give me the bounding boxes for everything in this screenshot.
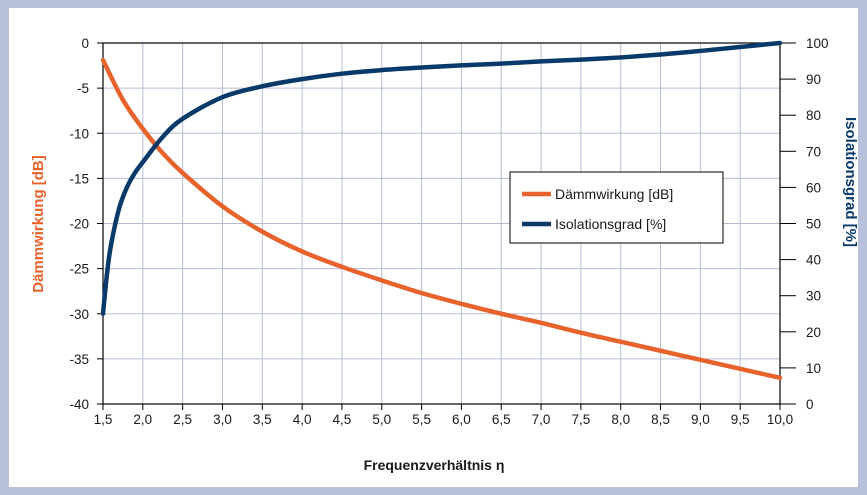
x-tick-label: 6,0 [452, 412, 471, 427]
x-tick-label: 8,5 [651, 412, 670, 427]
y-left-tick-label: -35 [69, 352, 89, 367]
x-tick-label: 4,5 [333, 412, 352, 427]
y-right-tick-label: 50 [806, 217, 821, 232]
x-tick-label: 2,0 [133, 412, 152, 427]
x-tick-label: 5,5 [412, 412, 431, 427]
y-left-tick-label: -25 [69, 262, 89, 277]
series-line-daemmwirkung [100, 57, 783, 381]
y-right-tick-label: 20 [806, 325, 821, 340]
y-right-tick-label: 30 [806, 289, 821, 304]
legend-label: Dämmwirkung [dB] [555, 186, 673, 202]
y-right-axis-title: Isolationsgrad [%] [842, 117, 859, 247]
x-tick-label: 7,5 [571, 412, 590, 427]
x-tick-label: 2,5 [173, 412, 192, 427]
x-tick-label: 4,0 [293, 412, 312, 427]
legend-box [509, 171, 724, 244]
x-tick-label: 9,5 [731, 412, 750, 427]
y-left-tick-label: -20 [69, 217, 89, 232]
y-right-tick-label: 10 [806, 361, 821, 376]
y-left-tick-label: -30 [69, 307, 89, 322]
x-tick-label: 5,0 [372, 412, 391, 427]
x-tick-label: 3,5 [253, 412, 272, 427]
x-tick-label: 1,5 [94, 412, 113, 427]
y-left-tick-label: 0 [81, 36, 89, 51]
x-tick-label: 6,5 [492, 412, 511, 427]
x-tick-label: 9,0 [691, 412, 710, 427]
y-left-tick-label: -15 [69, 171, 89, 186]
y-left-tick-label: -5 [77, 81, 89, 96]
y-right-tick-label: 60 [806, 180, 821, 195]
x-tick-label: 8,0 [611, 412, 630, 427]
y-left-axis-title: Dämmwirkung [dB] [30, 155, 47, 293]
x-tick-label: 7,0 [532, 412, 551, 427]
x-tick-label: 3,0 [213, 412, 232, 427]
y-right-tick-label: 0 [806, 397, 814, 412]
y-right-tick-label: 40 [806, 253, 821, 268]
y-left-tick-label: -40 [69, 397, 89, 412]
legend-label: Isolationsgrad [%] [555, 216, 666, 232]
y-right-tick-label: 100 [806, 36, 829, 51]
series-line-isolationsgrad [100, 40, 783, 316]
y-right-tick-label: 90 [806, 72, 821, 87]
x-axis-title: Frequenzverhältnis η [364, 457, 505, 473]
y-right-tick-label: 70 [806, 144, 821, 159]
y-left-tick-label: -10 [69, 126, 89, 141]
y-right-tick-label: 80 [806, 108, 821, 123]
x-tick-label: 10,0 [767, 412, 793, 427]
